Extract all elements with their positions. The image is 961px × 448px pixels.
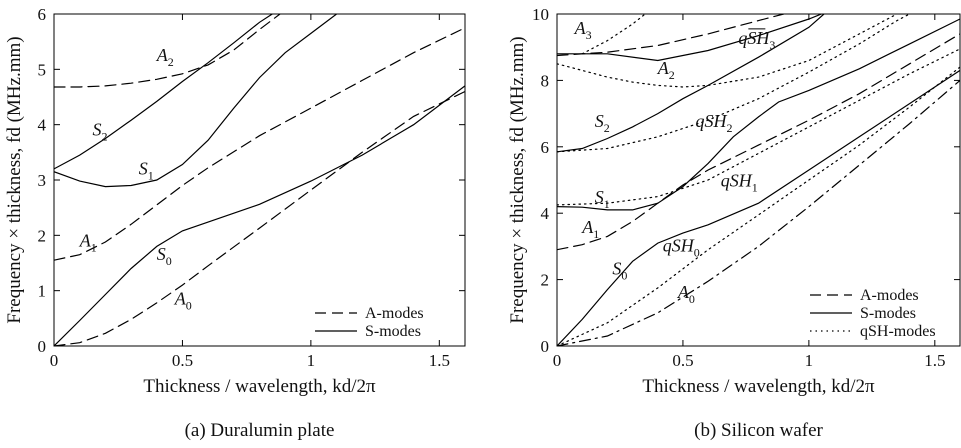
x-tick-label: 1.5 <box>924 351 945 370</box>
y-tick-label: 3 <box>38 171 47 190</box>
x-tick-label: 1 <box>805 351 814 370</box>
curve-s2 <box>557 14 825 153</box>
mode-label: qSH1 <box>721 171 758 195</box>
y-axis-label: Frequency × thickness, fd (MHz.mm) <box>507 36 528 323</box>
curve-a3 <box>557 14 785 57</box>
y-tick-label: 6 <box>38 5 47 24</box>
chart-caption: (a) Duralumin plate <box>185 420 335 441</box>
y-tick-label: 0 <box>541 337 550 356</box>
plot-frame <box>556 13 961 347</box>
mode-label: A0 <box>677 282 695 306</box>
x-tick-label: 1 <box>307 351 316 370</box>
mode-label: A2 <box>156 45 174 69</box>
legend-label: S-modes <box>860 305 916 322</box>
mode-label: qSH2 <box>696 111 733 135</box>
curve-a0 <box>54 90 465 346</box>
legend-label: qSH-modes <box>860 323 936 340</box>
curve-a3-dotted <box>581 14 646 55</box>
curve-qsh1 <box>557 48 960 206</box>
curve-a1 <box>54 27 465 261</box>
y-tick-label: 4 <box>38 116 47 135</box>
x-axis-label: Thickness / wavelength, kd/2π <box>143 376 376 397</box>
y-tick-label: 10 <box>532 5 549 24</box>
chart-panel-1: 0 0.5 1 1.5 0 2 4 6 8 10 Thickness / wavelength, k… <box>507 5 961 441</box>
curve-a0 <box>557 79 960 346</box>
legend-label: A-modes <box>860 287 919 304</box>
curve-a2 <box>557 14 898 88</box>
x-tick-label: 0 <box>50 351 59 370</box>
y-tick-label: 5 <box>38 60 47 79</box>
y-axis-label: Frequency × thickness, fd (MHz.mm) <box>4 36 25 323</box>
curve-s0 <box>557 69 960 346</box>
y-tick-label: 1 <box>38 282 47 301</box>
curve-s2 <box>54 14 273 170</box>
mode-label: A0 <box>174 289 192 313</box>
y-tick-label: 0 <box>38 337 47 356</box>
curve-a2 <box>54 14 281 88</box>
x-tick-label: 0.5 <box>672 351 693 370</box>
mode-label: qSH3 <box>738 28 775 52</box>
legend-label: A-modes <box>365 305 424 322</box>
x-axis-label: Thickness / wavelength, kd/2π <box>642 376 875 397</box>
mode-label: A2 <box>657 58 675 82</box>
curve-a1 <box>557 33 960 251</box>
y-tick-label: 2 <box>38 226 47 245</box>
mode-label: S0 <box>157 244 172 268</box>
mode-label: S2 <box>595 111 610 135</box>
y-tick-label: 8 <box>541 71 550 90</box>
y-tick-label: 2 <box>541 271 550 290</box>
legend-label: S-modes <box>365 323 421 340</box>
mode-label: A1 <box>581 217 599 241</box>
chart-caption: (b) Silicon wafer <box>694 420 823 441</box>
y-tick-label: 6 <box>541 138 550 157</box>
curve-s1 <box>557 18 960 211</box>
x-tick-label: 0 <box>553 351 562 370</box>
chart-panel-0: 0 0.5 1 1.5 0 1 2 3 4 5 6 Thickness / wavelength, k… <box>4 5 466 441</box>
curve-qsh3 <box>557 14 823 62</box>
curve-s1 <box>54 14 338 188</box>
plot-frame <box>53 13 466 347</box>
curve-qsh2 <box>557 14 911 153</box>
mode-label: A1 <box>79 230 97 254</box>
mode-label: qSH0 <box>663 235 700 259</box>
y-tick-label: 4 <box>541 204 550 223</box>
mode-label: S2 <box>93 120 108 144</box>
mode-label: A3 <box>574 18 592 42</box>
x-tick-label: 1.5 <box>429 351 450 370</box>
mode-label: S1 <box>595 187 610 211</box>
mode-label: S0 <box>612 259 627 283</box>
x-tick-label: 0.5 <box>172 351 193 370</box>
mode-label: S1 <box>139 158 154 182</box>
curve-s0 <box>54 85 465 346</box>
